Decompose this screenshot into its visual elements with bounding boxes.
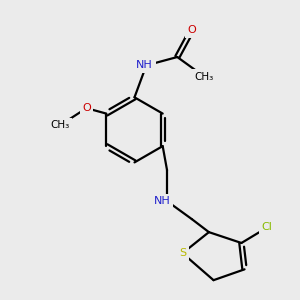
Text: Cl: Cl [262,223,273,232]
Text: S: S [179,248,186,258]
Text: CH₃: CH₃ [195,71,214,82]
Text: O: O [188,25,196,35]
Text: CH₃: CH₃ [50,120,70,130]
Text: NH: NH [154,196,171,206]
Text: NH: NH [136,60,153,70]
Text: O: O [82,103,91,113]
